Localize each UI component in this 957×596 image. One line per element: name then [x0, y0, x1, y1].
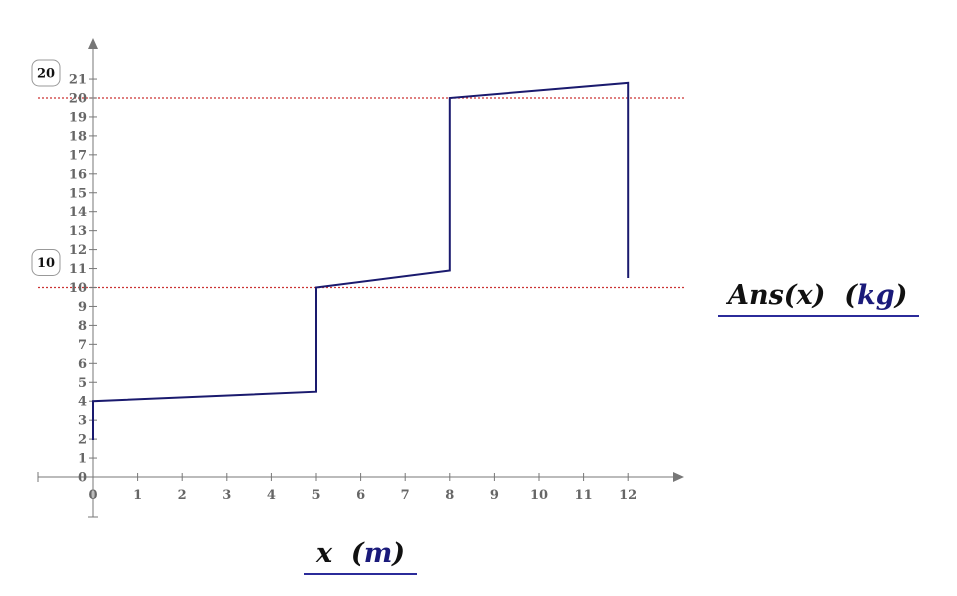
y-tick-label-16: 16	[69, 167, 87, 182]
series-line-0	[92, 81, 630, 441]
x-tick-label-0: 0	[88, 488, 97, 503]
x-axis-arrow-icon	[673, 472, 684, 482]
marker-lines	[38, 97, 684, 289]
y-tick-label-15: 15	[69, 186, 87, 201]
y-tick-label-17: 17	[69, 148, 87, 163]
x-tick-label-9: 9	[490, 488, 499, 503]
y-tick-label-8: 8	[78, 319, 87, 334]
marker-label-20: 20	[37, 67, 55, 82]
y-tick-label-6: 6	[78, 357, 87, 372]
y-tick-label-18: 18	[69, 129, 87, 144]
x-axis-expression: x	[316, 538, 333, 569]
x-tick-label-6: 6	[356, 488, 365, 503]
y-tick-label-21: 21	[69, 73, 87, 88]
y-tick-label-5: 5	[78, 376, 87, 391]
x-tick-label-5: 5	[311, 488, 320, 503]
y-tick-label-10: 10	[69, 281, 87, 296]
y-axis-unit: kg	[857, 280, 895, 311]
marker-label-box-10[interactable]	[31, 249, 61, 276]
y-tick-label-7: 7	[78, 338, 87, 353]
x-tick-label-8: 8	[445, 488, 454, 503]
marker-label-box-20[interactable]	[31, 59, 61, 87]
x-tick-label-1: 1	[133, 488, 142, 503]
y-tick-label-2: 2	[78, 433, 87, 448]
y-tick-label-9: 9	[78, 300, 87, 315]
y-tick-label-12: 12	[69, 243, 87, 258]
y-tick-label-19: 19	[69, 110, 87, 125]
marker-label-10: 10	[37, 256, 55, 271]
y-tick-label-13: 13	[69, 224, 87, 239]
y-tick-label-14: 14	[69, 205, 87, 220]
x-tick-label-12: 12	[619, 488, 637, 503]
x-tick-label-2: 2	[178, 488, 187, 503]
x-tick-label-10: 10	[530, 488, 548, 503]
axes	[37, 38, 684, 518]
x-tick-label-11: 11	[575, 488, 593, 503]
y-axis-expression: Ans(x)	[728, 280, 826, 311]
x-tick-label-4: 4	[267, 488, 276, 503]
x-tick-label-3: 3	[222, 488, 231, 503]
y-axis-arrow-icon	[88, 38, 98, 49]
y-axis-title-underline	[718, 315, 920, 317]
x-tick-label-7: 7	[401, 488, 410, 503]
x-axis-title[interactable]: x (m)	[304, 538, 418, 575]
x-axis-title-underline	[304, 573, 418, 575]
y-tick-label-20: 20	[69, 92, 87, 107]
y-tick-label-3: 3	[78, 414, 87, 429]
marker-labels: 10 20	[31, 59, 61, 276]
series-layer	[92, 81, 630, 441]
y-axis-title[interactable]: Ans(x) (kg)	[718, 280, 920, 317]
x-ticks: 0 1 2 3 4 5 6 7 8 9 10 11 12	[88, 473, 637, 503]
y-tick-label-0: 0	[78, 471, 87, 486]
y-tick-label-11: 11	[69, 262, 87, 277]
y-tick-label-4: 4	[78, 395, 87, 410]
x-axis-unit: m	[363, 538, 393, 569]
y-tick-label-1: 1	[78, 452, 87, 467]
